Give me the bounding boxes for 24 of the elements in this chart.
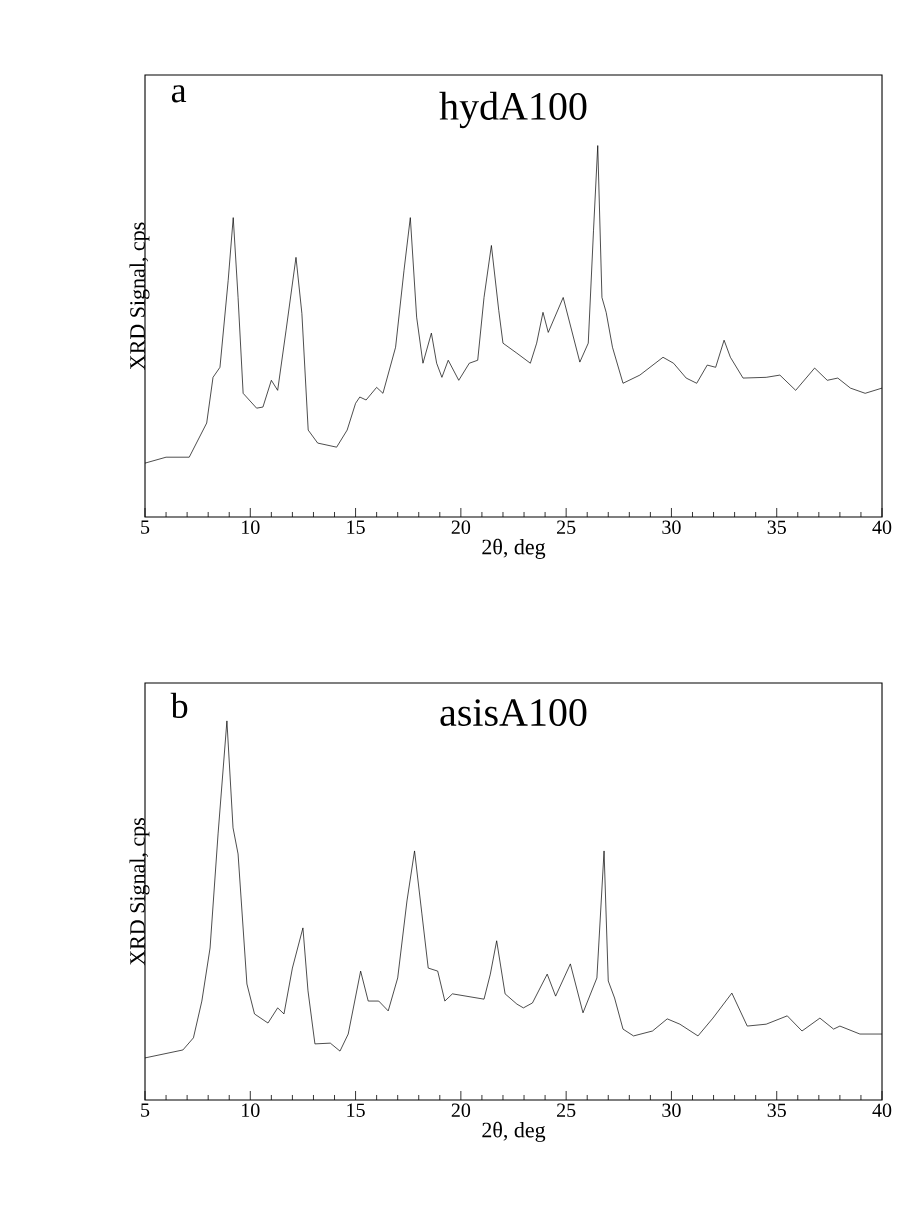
x-tick-label: 5 (141, 1103, 150, 1117)
x-tick-label: 10 (242, 520, 260, 535)
x-tick-label: 20 (451, 1103, 471, 1118)
x-tick-label: 15 (347, 1103, 365, 1117)
text: b (170, 692, 188, 719)
x-axis-title: 2θ, deg (482, 1121, 546, 1142)
x-tick-label: 30 (662, 1103, 681, 1118)
x-tick-label: 35 (767, 1103, 786, 1117)
chart-title: asisA100 (440, 699, 587, 727)
x-tick-label: 25 (557, 1103, 576, 1117)
text: a (171, 85, 187, 103)
x-tick-label: 30 (662, 520, 681, 535)
y-axis-title: XRD Signal, cps (129, 222, 150, 370)
x-tick-label: 20 (451, 520, 471, 535)
chart-title: hydA100 (439, 91, 587, 129)
x-tick-label: 35 (767, 520, 786, 534)
y-axis-title: XRD Signal, cps (129, 818, 150, 966)
x-tick-label: 25 (557, 520, 576, 534)
x-tick-label: 10 (242, 1103, 260, 1118)
x-tick-label: 15 (347, 520, 365, 534)
x-tick-label: 40 (872, 1103, 892, 1118)
x-tick-label: 5 (141, 520, 150, 534)
x-axis-title: 2θ, deg (482, 538, 546, 559)
x-tick-label: 40 (872, 520, 892, 535)
